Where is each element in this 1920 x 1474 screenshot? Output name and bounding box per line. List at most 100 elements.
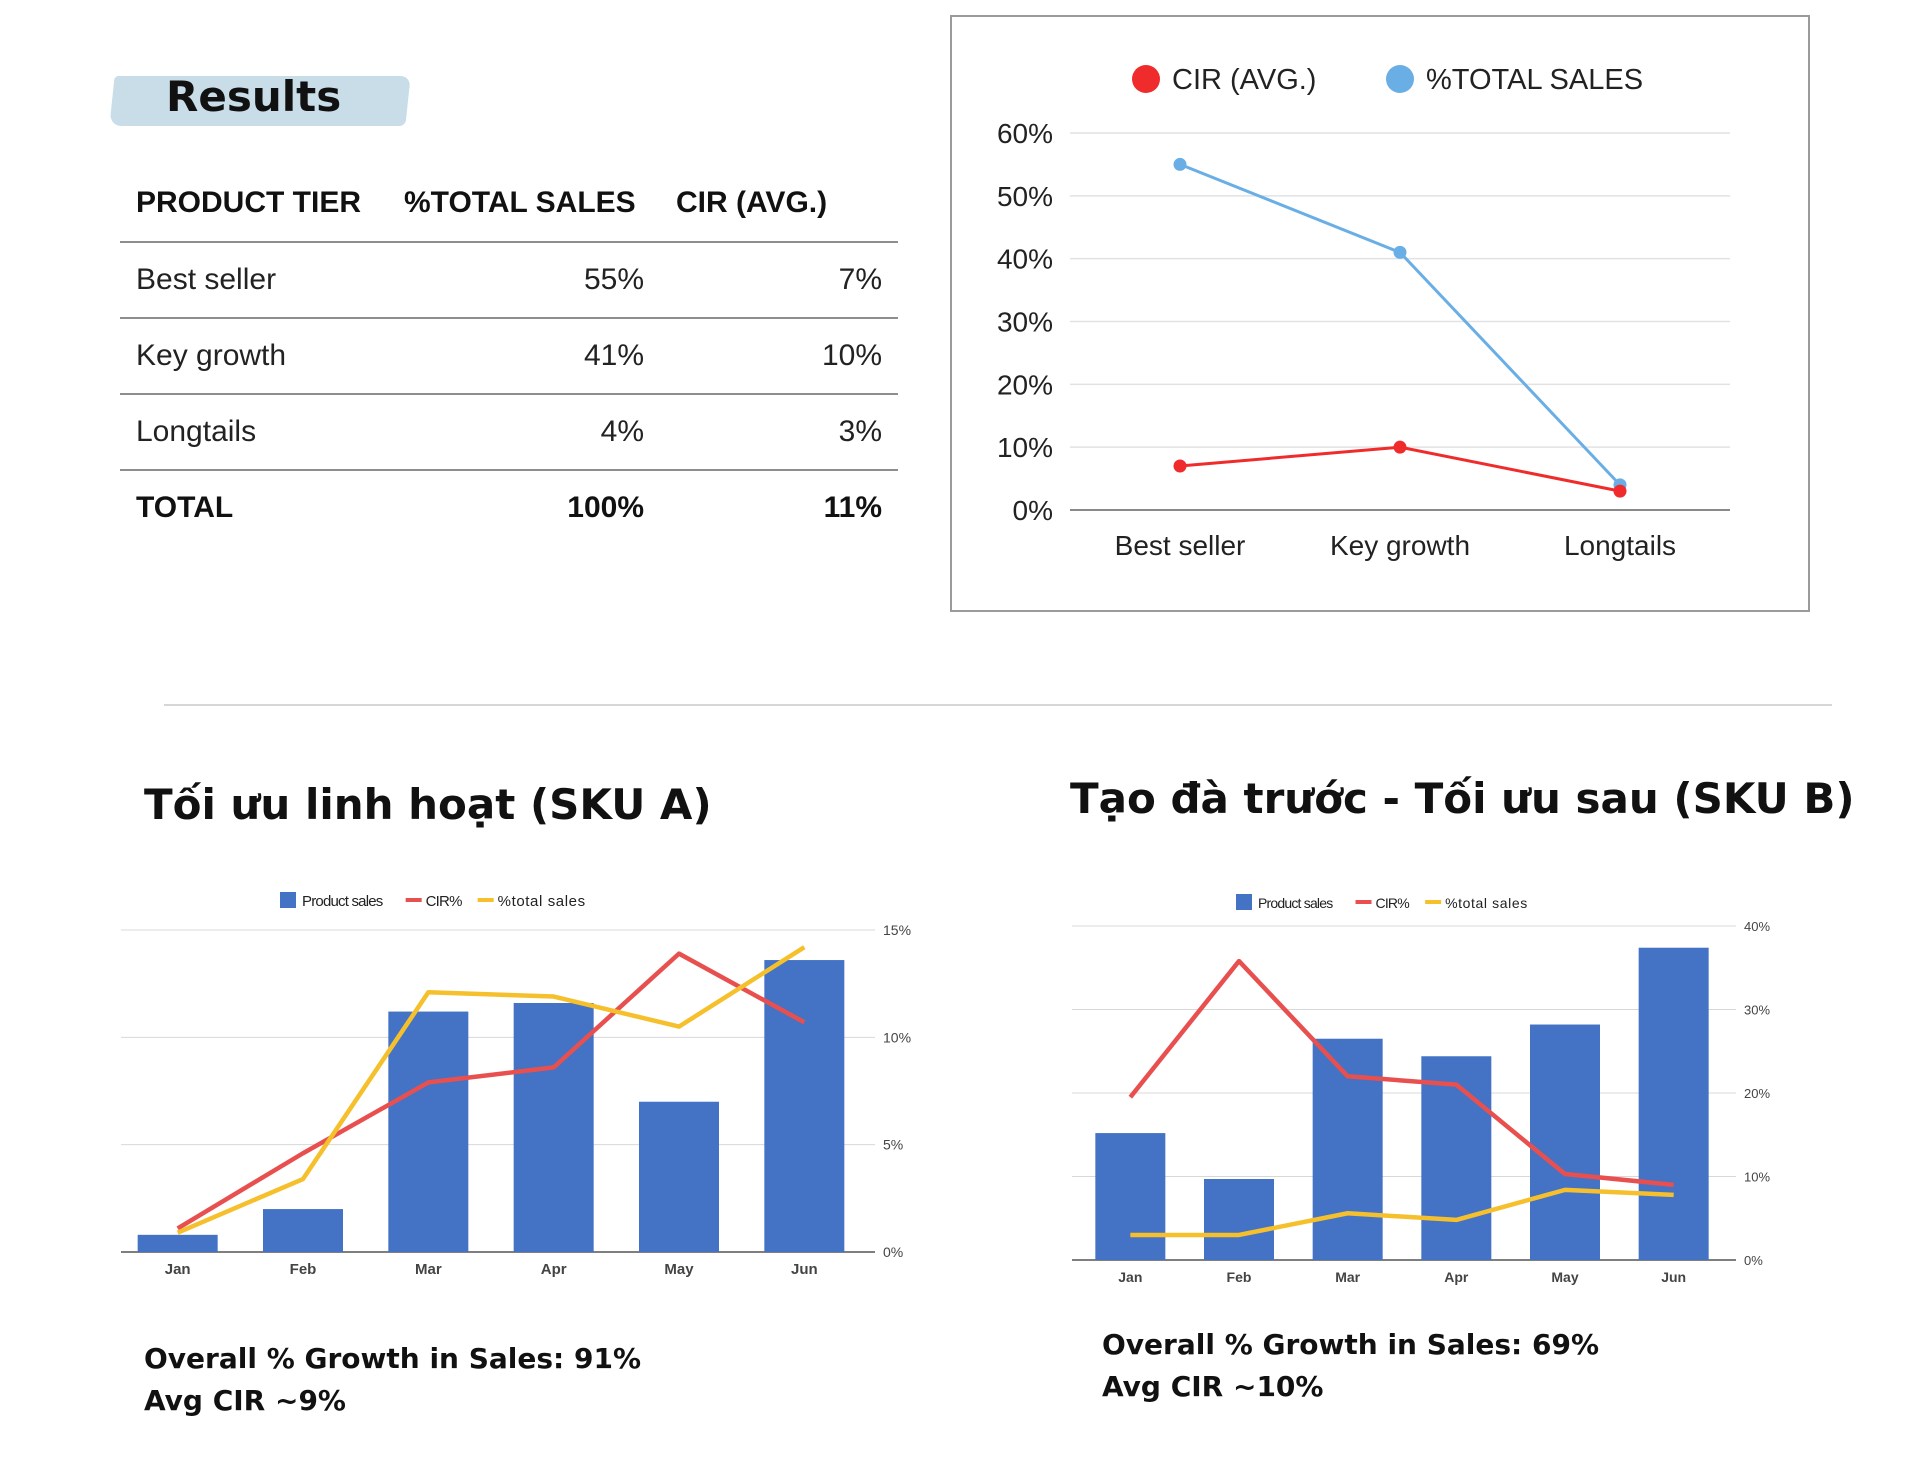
x-tick-label: Feb [1227,1269,1252,1285]
bar [1421,1056,1492,1260]
total-sales-cell: 4% [388,394,660,471]
legend-marker [280,892,296,908]
table-row: Longtails 4% 3% [120,394,898,471]
legend-label: Product sales [1258,895,1333,911]
bar [1530,1024,1600,1260]
y-tick-label: 0% [1013,495,1053,526]
x-tick-label: Apr [541,1261,567,1278]
x-tick-label: Jan [165,1261,191,1278]
legend-label: %TOTAL SALES [1426,64,1643,96]
y-tick-label: 20% [997,369,1053,400]
data-point [1173,157,1187,171]
sku-b-growth-text: Overall % Growth in Sales: 69% [1102,1328,1600,1361]
bar [388,1011,469,1252]
data-point [1613,484,1627,498]
series-line [176,945,806,1235]
sku-b-title: Tạo đà trước - Tối ưu sau (SKU B) [1070,774,1855,823]
x-tick-label: Key growth [1330,530,1470,561]
table-row: Best seller 55% 7% [120,242,898,319]
section-divider [164,704,1832,706]
sku-a-title: Tối ưu linh hoạt (SKU A) [144,780,712,829]
legend-label: Product sales [302,893,383,910]
legend-marker [1355,900,1372,904]
x-tick-label: Mar [415,1261,442,1278]
x-tick-label: May [664,1261,694,1278]
y-tick-label: 30% [1744,1003,1770,1018]
y-tick-label: 10% [997,432,1053,463]
bar [1095,1133,1166,1260]
x-tick-label: Mar [1335,1269,1360,1285]
legend-marker [1236,894,1252,910]
x-tick-label: Longtails [1564,530,1676,561]
series-line [1128,958,1674,1188]
y-tick-label: 10% [883,1029,911,1045]
sku-b-combo-chart: 0% 10% 20% 30% 40% Jan Feb Mar Apr May Jun Product … [1072,894,1770,1285]
legend-marker [477,898,494,902]
bar [1312,1038,1383,1260]
tier-cell: Best seller [120,242,388,319]
total-sales-total-cell: 100% [567,491,644,524]
legend-label: %total sales [498,893,586,910]
data-point [1393,245,1407,259]
y-tick-label: 50% [997,181,1053,212]
total-label-cell: TOTAL [136,491,234,524]
x-tick-label: May [1551,1269,1578,1285]
y-tick-label: 10% [1744,1170,1770,1185]
tier-cell: Key growth [120,318,388,395]
series-line [176,951,806,1231]
data-point [1173,459,1187,473]
data-point [1393,440,1407,454]
x-tick-label: Jan [1118,1269,1142,1285]
legend-marker [1132,65,1160,93]
x-tick-label: Best seller [1115,530,1246,561]
legend-label: CIR% [426,893,462,910]
legend-label: %total sales [1445,895,1528,911]
bar [1638,947,1709,1260]
bar [263,1209,343,1252]
y-tick-label: 0% [883,1244,903,1260]
table-header-row: PRODUCT TIER %TOTAL SALES CIR (AVG.) [120,165,898,243]
legend-label: CIR (AVG.) [1172,64,1316,96]
bar [639,1101,719,1252]
legend-label: CIR% [1376,895,1410,911]
table-total-row: TOTAL 100% 11% [120,470,898,545]
y-tick-label: 0% [1744,1253,1763,1268]
sku-a-combo-chart: 0% 5% 10% 15% Jan Feb Mar Apr May Jun Product sale… [121,892,911,1278]
header-cir: CIR (AVG.) [660,165,898,243]
legend-marker [405,898,422,902]
tier-line-chart: 0% 10% 20% 30% 40% 50% 60% Best seller Key growt… [997,64,1730,561]
series-line [1179,163,1622,486]
y-tick-label: 30% [997,307,1053,338]
cir-cell: 10% [660,318,898,395]
x-tick-label: Jun [791,1261,818,1278]
x-tick-label: Apr [1444,1269,1469,1285]
total-sales-cell: 55% [388,242,660,319]
sku-b-cir-text: Avg CIR ~10% [1102,1370,1324,1403]
total-sales-cell: 41% [388,318,660,395]
y-tick-label: 20% [1744,1086,1770,1101]
tier-line-chart-frame [950,15,1810,612]
y-tick-label: 40% [1744,919,1770,934]
y-tick-label: 15% [883,922,911,938]
results-title: Results [166,72,342,121]
cir-total-cell: 11% [823,491,882,524]
y-tick-label: 40% [997,244,1053,275]
header-total-sales: %TOTAL SALES [388,165,660,243]
product-tier-table: PRODUCT TIER %TOTAL SALES CIR (AVG.) Bes… [120,165,898,545]
tier-cell: Longtails [120,394,388,471]
cir-cell: 7% [660,242,898,319]
x-tick-label: Jun [1661,1269,1686,1285]
bar [764,960,845,1252]
table-row: Key growth 41% 10% [120,318,898,395]
sku-a-cir-text: Avg CIR ~9% [144,1384,346,1417]
sku-a-growth-text: Overall % Growth in Sales: 91% [144,1342,642,1375]
series-line [1179,445,1621,493]
bar [137,1234,218,1252]
legend-marker [1425,900,1442,904]
header-product-tier: PRODUCT TIER [120,165,388,243]
x-tick-label: Feb [290,1261,317,1278]
y-tick-label: 60% [997,118,1053,149]
y-tick-label: 5% [883,1137,903,1153]
series-line [1130,1187,1674,1238]
bar [1204,1179,1274,1260]
